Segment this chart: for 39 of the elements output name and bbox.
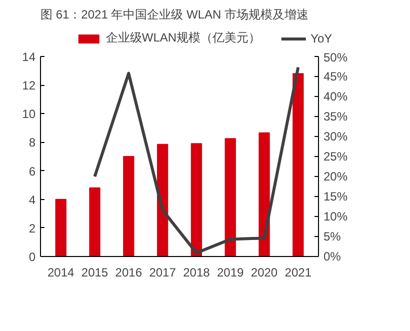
y2-tick-label: 25% — [324, 150, 348, 164]
line-series — [93, 66, 300, 254]
x-tick-label: 2021 — [284, 266, 312, 280]
x-tick-label: 2018 — [183, 266, 210, 280]
y2-tick-label: 10% — [324, 210, 348, 224]
bar — [224, 138, 236, 256]
bar — [156, 144, 168, 256]
bar — [258, 132, 270, 256]
y-tick-label: 6 — [28, 164, 36, 178]
legend-label: 企业级WLAN规模（亿美元） — [106, 30, 261, 46]
x-tick-label: 2017 — [149, 266, 176, 280]
y2-tick-label: 50% — [324, 50, 348, 64]
chart-title: 图 61：2021 年中国企业级 WLAN 市场规模及增速 — [40, 8, 309, 22]
bar — [190, 143, 202, 256]
y2-tick-label: 15% — [324, 190, 348, 204]
bar — [55, 198, 66, 256]
y-tick-label: 14 — [22, 50, 36, 64]
x-tick-label: 2019 — [217, 266, 244, 280]
bar — [123, 156, 134, 256]
y2-tick-label: 35% — [324, 110, 348, 124]
bar — [89, 187, 100, 256]
y2-tick-label: 20% — [324, 170, 348, 184]
y2-tick-label: 45% — [324, 70, 348, 84]
x-tick-label: 2014 — [47, 266, 75, 280]
y2-tick-label: 0% — [324, 250, 342, 264]
x-tick-label: 2020 — [250, 266, 278, 280]
y-tick-label: 10 — [22, 107, 36, 122]
x-tick-label: 2015 — [81, 266, 108, 280]
y-tick-label: 4 — [28, 192, 36, 207]
y2-tick-label: 30% — [324, 130, 348, 144]
x-tick-label: 2016 — [115, 266, 142, 280]
y2-tick-label: 5% — [324, 230, 342, 244]
y2-tick-label: 40% — [324, 90, 348, 104]
y-tick-label: 0 — [28, 250, 36, 264]
bar — [292, 73, 304, 256]
y-tick-label: 8 — [28, 136, 36, 150]
legend-label: YoY — [310, 31, 332, 45]
y-tick-label: 2 — [28, 221, 36, 236]
y-tick-label: 12 — [22, 78, 36, 93]
